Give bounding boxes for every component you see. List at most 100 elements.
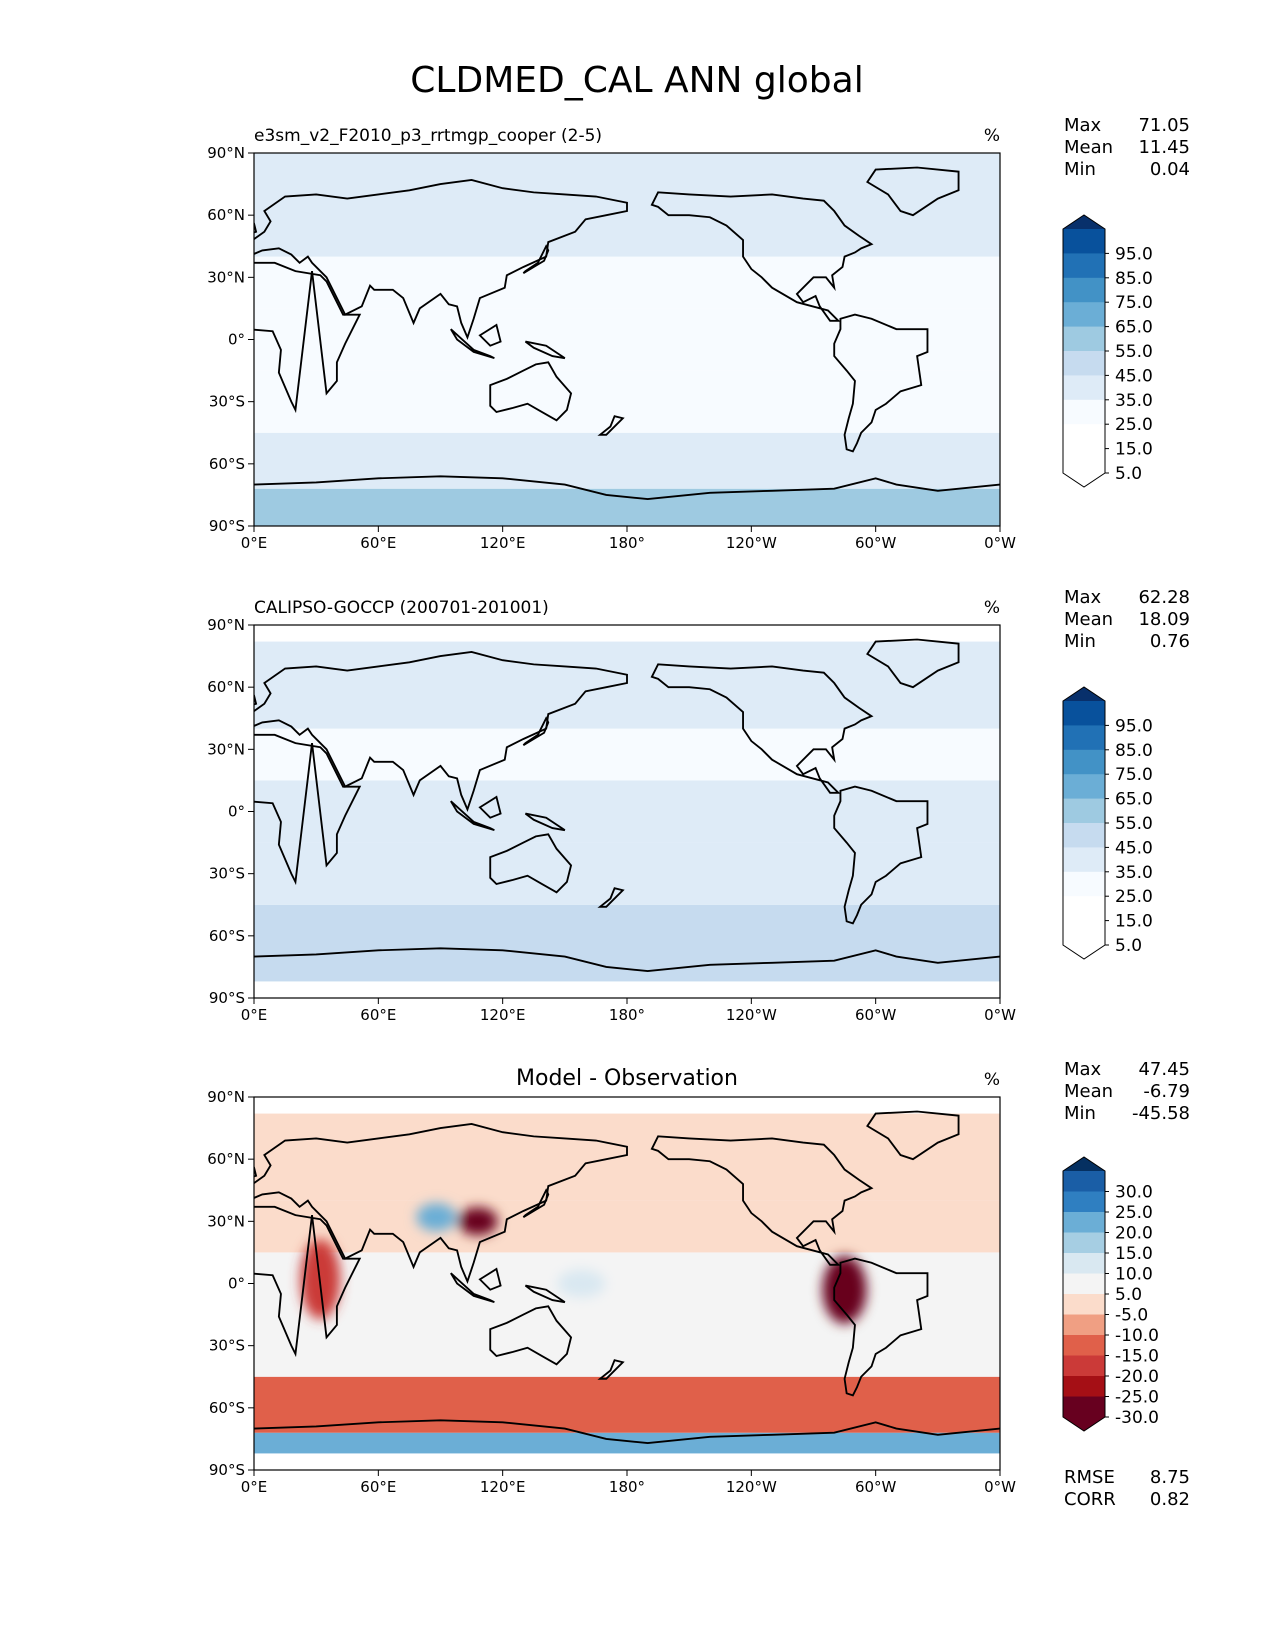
x-tick-label: 120°E <box>480 534 526 552</box>
colorbar-tick-label: 55.0 <box>1115 342 1153 362</box>
field-band <box>254 1432 1000 1454</box>
colorbar-top-extend <box>1063 1157 1105 1171</box>
colorbar-tick-label: -10.0 <box>1115 1326 1159 1346</box>
colorbar: 95.0 85.0 75.0 65.0 55.0 45.0 35.0 25.0 15.0 5.0 <box>1062 214 1153 488</box>
x-tick-label: 0°W <box>984 1006 1016 1024</box>
x-tick-label: 120°E <box>480 1006 526 1024</box>
colorbar-tick-label: 75.0 <box>1115 293 1153 313</box>
field-band <box>254 432 1000 489</box>
units-label: % <box>984 1070 1000 1090</box>
x-tick-label: 120°W <box>726 534 777 552</box>
colorbar-tick-label: 65.0 <box>1115 790 1153 810</box>
field-band <box>254 641 1000 729</box>
colorbar-tick-label: 5.0 <box>1115 1285 1142 1305</box>
y-tick-label: 30°S <box>209 393 245 411</box>
panel-title: e3sm_v2_F2010_p3_rrtmgp_cooper (2-5) <box>254 126 602 146</box>
field-band <box>254 488 1000 526</box>
colorbar-segment <box>1063 1355 1105 1377</box>
y-tick-label: 0° <box>228 1275 245 1293</box>
colorbar-tick-label: 75.0 <box>1115 765 1153 785</box>
colorbar-segment <box>1063 1191 1105 1213</box>
colorbar-tick-label: 25.0 <box>1115 1203 1153 1223</box>
y-tick-label: 30°N <box>207 268 245 286</box>
colorbar-tick-label: 5.0 <box>1115 464 1142 484</box>
colorbar-tick-label: -15.0 <box>1115 1347 1159 1367</box>
y-tick-label: 60°N <box>207 206 245 224</box>
colorbar-tick-label: 65.0 <box>1115 318 1153 338</box>
y-tick-label: 90°S <box>209 989 245 1007</box>
metric-value: 0.82 <box>1150 1489 1190 1510</box>
stat-value: 47.45 <box>1138 1059 1190 1080</box>
x-tick-label: 120°W <box>726 1006 777 1024</box>
colorbar-segment <box>1063 1232 1105 1254</box>
stat-label: Min <box>1064 1103 1096 1124</box>
stat-label: Max <box>1064 1059 1102 1080</box>
x-tick-label: 180° <box>609 1006 645 1024</box>
stat-label: Min <box>1064 159 1096 180</box>
x-tick-label: 60°W <box>855 1478 897 1496</box>
panel-title: Model - Observation <box>516 1066 738 1091</box>
colorbar-tick-label: 25.0 <box>1115 415 1153 435</box>
colorbar-tick-label: 95.0 <box>1115 244 1153 264</box>
x-tick-label: 180° <box>609 534 645 552</box>
colorbar-tick-label: 30.0 <box>1115 1183 1153 1203</box>
colorbar-segment <box>1063 749 1105 775</box>
x-tick-label: 120°W <box>726 1478 777 1496</box>
colorbar-tick-label: 45.0 <box>1115 366 1153 386</box>
colorbar-segment <box>1063 1335 1105 1356</box>
field-band <box>254 1113 1000 1201</box>
colorbar-bottom-extend <box>1063 473 1105 487</box>
y-tick-label: 0° <box>228 331 245 349</box>
colorbar-tick-label: 35.0 <box>1115 391 1153 411</box>
colorbar-segment <box>1063 847 1105 873</box>
colorbar-top-extend <box>1063 215 1105 229</box>
colorbar-tick-label: 55.0 <box>1115 814 1153 834</box>
panel-model: e3sm_v2_F2010_p3_rrtmgp_cooper (2-5) % 0°E… <box>207 115 1190 552</box>
y-tick-label: 90°N <box>207 144 245 162</box>
units-label: % <box>984 126 1000 146</box>
field-band <box>254 1376 1000 1433</box>
y-tick-label: 90°N <box>207 616 245 634</box>
stat-value: 11.45 <box>1138 137 1190 158</box>
y-tick-label: 90°S <box>209 517 245 535</box>
colorbar-segment <box>1063 277 1105 303</box>
figure-title: CLDMED_CAL ANN global <box>410 60 863 101</box>
units-label: % <box>984 598 1000 618</box>
china-dry-bias <box>457 1207 498 1236</box>
x-tick-label: 0°E <box>241 1478 268 1496</box>
metric-label: RMSE <box>1064 1467 1115 1488</box>
colorbar-tick-label: 15.0 <box>1115 440 1153 460</box>
field-band <box>254 1252 1000 1315</box>
panel-observation: CALIPSO-GOCCP (200701-201001) % 0°E 60°E 120… <box>207 587 1190 1024</box>
colorbar-segment <box>1063 920 1105 946</box>
field-band <box>254 1314 1000 1377</box>
y-tick-label: 60°N <box>207 1150 245 1168</box>
field-band <box>254 1200 1000 1253</box>
colorbar-tick-label: -30.0 <box>1115 1408 1159 1428</box>
colorbar-segment <box>1063 774 1105 800</box>
y-tick-label: 30°S <box>209 865 245 883</box>
y-tick-label: 30°N <box>207 1212 245 1230</box>
colorbar-tick-label: 25.0 <box>1115 887 1153 907</box>
stat-value: 71.05 <box>1138 115 1190 136</box>
y-tick-label: 0° <box>228 803 245 821</box>
colorbar-bottom-extend <box>1063 1417 1105 1431</box>
y-tick-label: 60°S <box>209 455 245 473</box>
stat-value: -45.58 <box>1132 1103 1190 1124</box>
stat-label: Mean <box>1064 609 1113 630</box>
y-tick-label: 60°S <box>209 927 245 945</box>
map-field <box>254 153 1000 526</box>
x-tick-label: 60°E <box>360 534 396 552</box>
colorbar-segment <box>1063 1314 1105 1336</box>
colorbar-segment <box>1063 1212 1105 1233</box>
colorbar-tick-label: -20.0 <box>1115 1367 1159 1387</box>
x-tick-label: 60°W <box>855 1006 897 1024</box>
x-tick-label: 0°W <box>984 534 1016 552</box>
stat-label: Max <box>1064 587 1102 608</box>
x-tick-label: 60°E <box>360 1478 396 1496</box>
colorbar-tick-label: 20.0 <box>1115 1224 1153 1244</box>
field-band <box>254 370 1000 433</box>
colorbar-tick-label: -5.0 <box>1115 1306 1148 1326</box>
stat-value: 0.04 <box>1150 159 1190 180</box>
